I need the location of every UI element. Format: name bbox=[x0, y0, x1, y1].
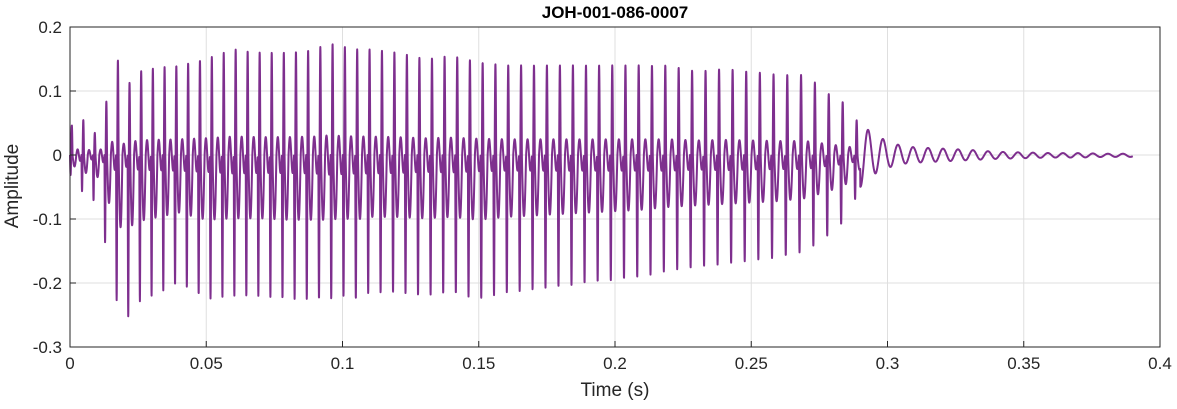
amplitude-waveform bbox=[69, 43, 1134, 318]
y-tick-label: 0.1 bbox=[38, 82, 62, 101]
y-tick-label: 0 bbox=[53, 146, 62, 165]
y-tick-labels: -0.3 -0.2 -0.1 0 0.1 0.2 bbox=[33, 18, 62, 357]
x-axis-label: Time (s) bbox=[581, 380, 650, 401]
x-tick-label: 0.15 bbox=[462, 354, 495, 373]
y-axis-label: Amplitude bbox=[2, 144, 23, 229]
plot-area bbox=[69, 43, 1134, 318]
x-tick-label: 0 bbox=[65, 354, 74, 373]
y-tick-label: -0.2 bbox=[33, 274, 62, 293]
x-tick-label: 0.3 bbox=[876, 354, 900, 373]
x-tick-label: 0.2 bbox=[603, 354, 627, 373]
tick-marks bbox=[69, 26, 1161, 348]
y-tick-label: -0.3 bbox=[33, 338, 62, 357]
y-tick-label: -0.1 bbox=[33, 210, 62, 229]
y-tick-label: 0.2 bbox=[38, 18, 62, 37]
x-tick-labels: 0 0.05 0.1 0.15 0.2 0.25 0.3 0.35 0.4 bbox=[65, 354, 1172, 373]
x-tick-label: 0.05 bbox=[190, 354, 223, 373]
x-tick-label: 0.25 bbox=[735, 354, 768, 373]
x-tick-label: 0.35 bbox=[1007, 354, 1040, 373]
chart-title: JOH-001-086-0007 bbox=[542, 3, 688, 22]
x-tick-label: 0.1 bbox=[331, 354, 355, 373]
x-tick-label: 0.4 bbox=[1148, 354, 1172, 373]
